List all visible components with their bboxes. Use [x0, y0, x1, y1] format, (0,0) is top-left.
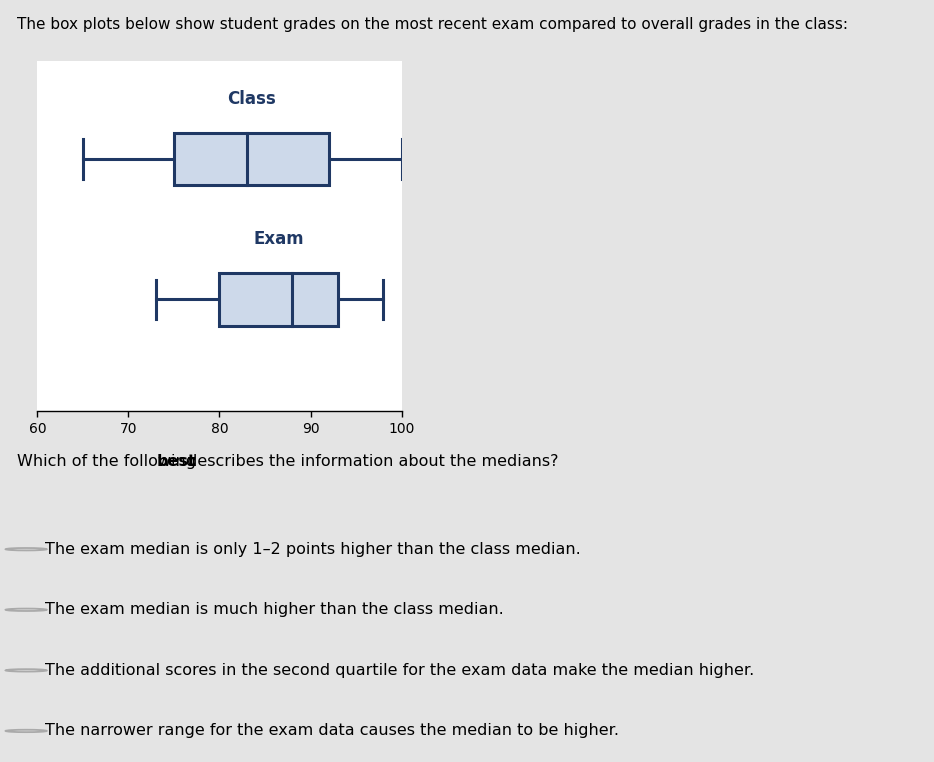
Text: Which of the following: Which of the following — [17, 453, 201, 469]
Text: The box plots below show student grades on the most recent exam compared to over: The box plots below show student grades … — [17, 17, 848, 31]
Text: describes the information about the medians?: describes the information about the medi… — [182, 453, 559, 469]
Text: The exam median is much higher than the class median.: The exam median is much higher than the … — [45, 602, 503, 617]
Bar — [219, 273, 338, 325]
Text: The exam median is only 1–2 points higher than the class median.: The exam median is only 1–2 points highe… — [45, 542, 581, 557]
Text: Exam: Exam — [253, 230, 304, 248]
Bar — [174, 133, 329, 185]
Text: The additional scores in the second quartile for the exam data make the median h: The additional scores in the second quar… — [45, 663, 754, 678]
Text: best: best — [157, 453, 196, 469]
Text: The narrower range for the exam data causes the median to be higher.: The narrower range for the exam data cau… — [45, 723, 619, 738]
Text: Class: Class — [227, 90, 276, 108]
